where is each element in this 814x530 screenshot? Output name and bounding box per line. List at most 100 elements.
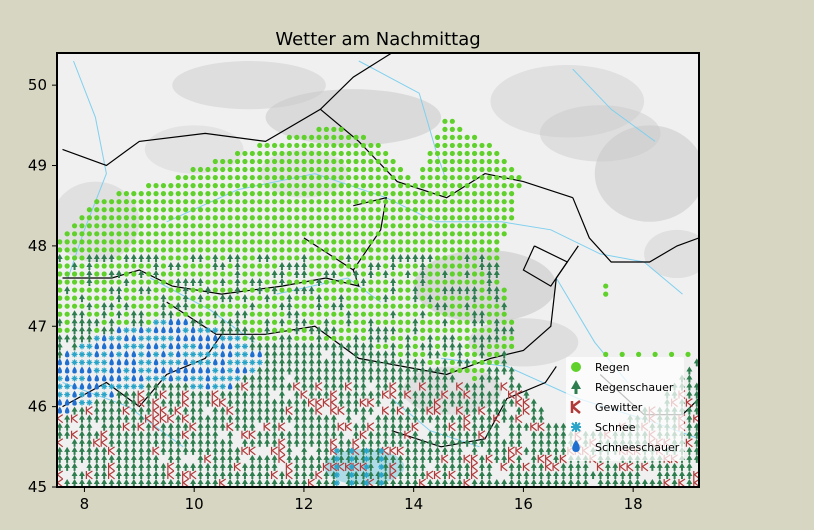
weather-symbol-drop xyxy=(101,374,107,382)
weather-symbol-asterisk xyxy=(348,479,355,486)
weather-symbol-tree xyxy=(649,462,656,471)
weather-symbol-tree xyxy=(204,446,211,455)
weather-symbol-tree xyxy=(656,470,663,479)
weather-symbol-dot xyxy=(449,166,455,173)
weather-symbol-dot xyxy=(249,231,255,237)
weather-symbol-tree xyxy=(523,390,530,399)
weather-symbol-asterisk xyxy=(116,335,123,342)
weather-symbol-tree xyxy=(123,390,130,399)
weather-symbol-dot xyxy=(242,239,248,245)
weather-symbol-tree xyxy=(427,430,434,439)
weather-symbol-asterisk xyxy=(101,359,108,366)
weather-symbol-tree xyxy=(256,253,263,262)
weather-symbol-dot xyxy=(420,166,426,173)
weather-symbol-k xyxy=(189,470,197,480)
weather-symbol-tree xyxy=(360,478,367,487)
weather-symbol-dot xyxy=(390,199,396,205)
weather-symbol-k xyxy=(337,422,345,432)
weather-symbol-tree xyxy=(330,422,337,431)
weather-symbol-tree xyxy=(323,374,330,383)
weather-symbol-drop xyxy=(94,342,100,350)
weather-symbol-dot xyxy=(427,174,433,181)
weather-symbol-tree xyxy=(382,326,389,335)
legend-label: Gewitter xyxy=(595,401,643,414)
weather-symbol-dot xyxy=(316,239,322,245)
weather-symbol-tree xyxy=(71,406,78,415)
weather-symbol-tree xyxy=(604,478,611,487)
weather-symbol-tree xyxy=(390,253,397,262)
weather-symbol-tree xyxy=(471,438,478,447)
weather-symbol-drop xyxy=(257,350,263,358)
weather-symbol-dot xyxy=(271,303,278,309)
weather-symbol-tree xyxy=(501,454,508,463)
weather-symbol-dot xyxy=(360,247,367,253)
weather-symbol-drop xyxy=(146,342,151,350)
weather-symbol-tree xyxy=(478,390,485,399)
weather-symbol-asterisk xyxy=(175,359,182,366)
weather-symbol-dot xyxy=(353,263,359,269)
weather-symbol-k xyxy=(70,414,78,424)
weather-symbol-tree xyxy=(138,310,145,319)
weather-symbol-dot xyxy=(264,207,270,213)
weather-symbol-dot xyxy=(397,295,404,301)
weather-symbol-dot xyxy=(457,134,463,140)
weather-symbol-tree xyxy=(249,374,256,383)
weather-symbol-dot xyxy=(323,279,330,285)
weather-symbol-dot xyxy=(294,215,300,221)
weather-symbol-tree xyxy=(278,302,285,311)
weather-symbol-tree xyxy=(323,422,330,431)
weather-symbol-dot xyxy=(71,303,78,309)
weather-symbol-tree xyxy=(530,462,537,471)
weather-symbol-tree xyxy=(330,366,337,375)
weather-symbol-tree xyxy=(471,286,478,295)
weather-symbol-tree xyxy=(316,414,323,423)
weather-symbol-tree xyxy=(516,430,523,439)
weather-symbol-tree xyxy=(441,470,448,479)
weather-symbol-drop xyxy=(138,374,144,382)
weather-symbol-tree xyxy=(449,334,456,343)
weather-symbol-dot xyxy=(257,183,263,189)
weather-symbol-dot xyxy=(234,247,241,253)
weather-symbol-drop xyxy=(153,366,159,374)
weather-symbol-tree xyxy=(345,310,352,319)
weather-symbol-dot xyxy=(420,174,426,181)
weather-symbol-tree xyxy=(508,398,515,407)
weather-symbol-dot xyxy=(257,174,263,181)
weather-symbol-dot xyxy=(338,207,344,213)
weather-symbol-tree xyxy=(338,454,345,463)
weather-symbol-dot xyxy=(509,166,515,173)
weather-symbol-dot xyxy=(123,191,130,197)
weather-symbol-dot xyxy=(249,215,255,221)
weather-symbol-tree xyxy=(434,390,441,399)
weather-symbol-tree xyxy=(353,366,360,375)
weather-symbol-k xyxy=(456,406,464,416)
weather-symbol-dot xyxy=(486,295,492,301)
weather-symbol-k xyxy=(263,422,271,432)
weather-symbol-tree xyxy=(241,438,248,447)
weather-symbol-tree xyxy=(256,366,263,375)
weather-symbol-asterisk xyxy=(160,343,167,350)
weather-symbol-tree xyxy=(241,462,248,471)
weather-symbol-dot xyxy=(175,287,181,293)
weather-symbol-dot xyxy=(190,295,196,301)
terrain-patch xyxy=(644,229,699,279)
weather-symbol-tree xyxy=(516,406,523,415)
weather-symbol-k xyxy=(500,382,508,392)
weather-symbol-dot xyxy=(449,367,455,374)
weather-symbol-dot xyxy=(449,311,455,317)
weather-symbol-tree xyxy=(316,334,323,343)
weather-symbol-dot xyxy=(279,231,285,237)
weather-symbol-tree xyxy=(316,438,323,447)
weather-symbol-dot xyxy=(316,158,322,165)
weather-symbol-drop xyxy=(205,342,211,350)
weather-symbol-tree xyxy=(116,422,123,431)
weather-symbol-tree xyxy=(138,470,145,479)
weather-symbol-asterisk xyxy=(182,327,189,334)
weather-symbol-tree xyxy=(175,390,182,399)
weather-symbol-dot xyxy=(220,255,226,261)
weather-symbol-dot xyxy=(331,191,337,197)
weather-symbol-dot xyxy=(264,142,270,149)
weather-symbol-dot xyxy=(234,199,241,205)
weather-symbol-asterisk xyxy=(249,367,256,374)
weather-symbol-drop xyxy=(198,342,203,350)
